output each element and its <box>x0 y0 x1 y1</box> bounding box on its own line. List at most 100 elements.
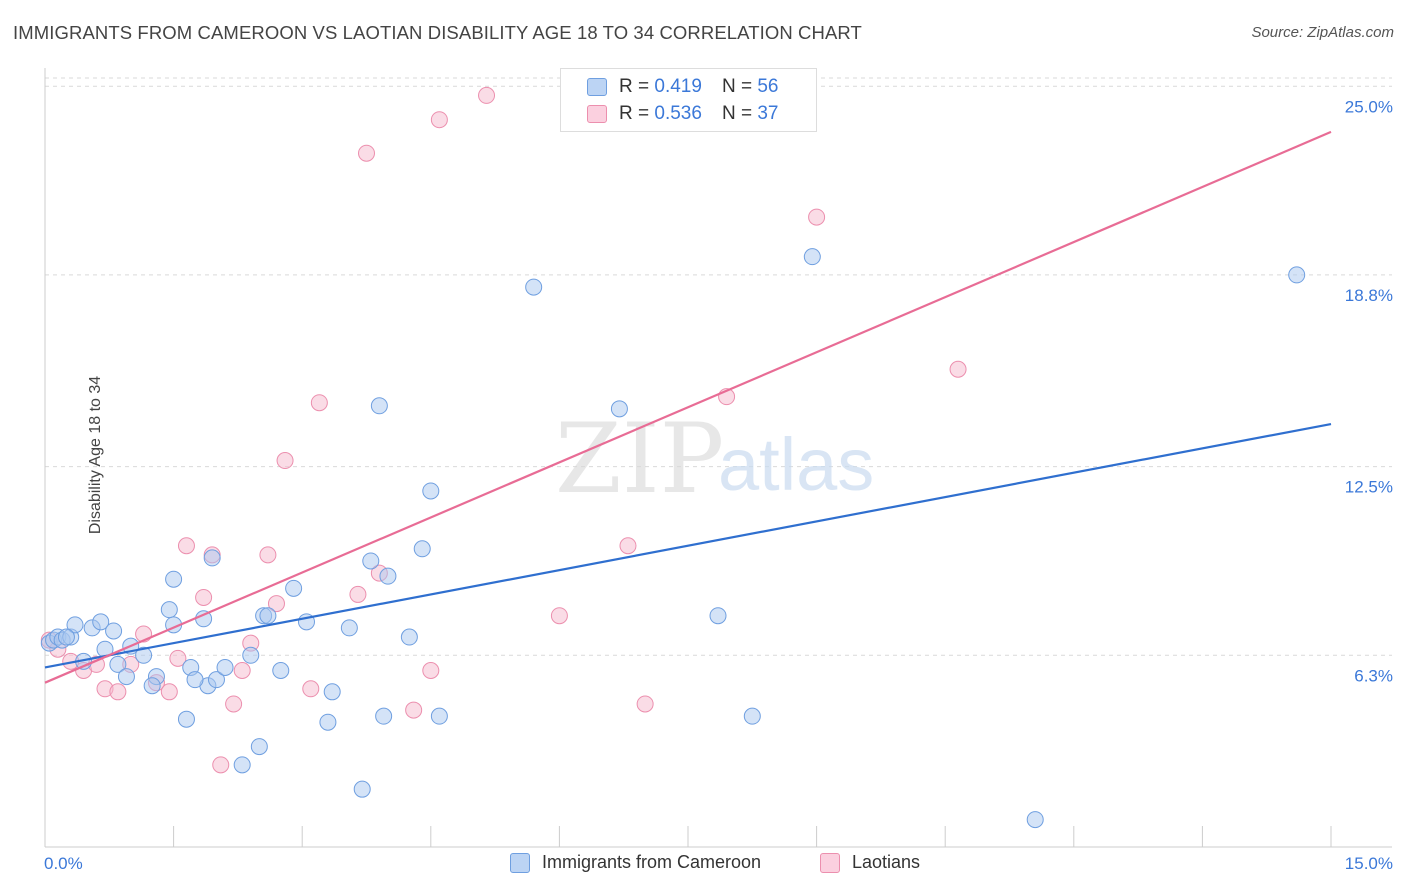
cameroon-point <box>709 607 727 625</box>
laotian-point <box>949 360 967 378</box>
bottom-legend-swatch-blue <box>510 852 530 873</box>
cameroon-point <box>186 671 204 689</box>
cameroon-point <box>242 646 260 664</box>
data-points <box>40 86 1306 829</box>
cameroon-point <box>362 552 380 570</box>
laotian-point <box>808 208 826 226</box>
cameroon-point <box>803 248 821 266</box>
cameroon-point <box>1026 811 1044 829</box>
cameroon-point <box>203 549 221 567</box>
grid-lines <box>45 77 1392 656</box>
cameroon-point <box>340 619 358 637</box>
bottom-legend-label: Laotians <box>852 852 921 872</box>
cameroon-point <box>105 622 123 640</box>
cameroon-point <box>160 601 178 619</box>
cameroon-trend-line <box>44 422 1332 669</box>
legend-r-label: R = <box>619 76 650 97</box>
laotian-trend-line <box>44 130 1332 684</box>
cameroon-point <box>430 707 448 725</box>
cameroon-point <box>92 613 110 631</box>
legend-row-cameroon: R = 0.419 N = 56 <box>587 75 778 99</box>
laotian-point <box>276 452 294 470</box>
cameroon-point <box>135 646 153 664</box>
laotian-point <box>349 585 367 603</box>
laotian-point <box>358 144 375 162</box>
laotian-point <box>233 662 251 680</box>
laotian-point <box>636 695 654 713</box>
legend-n-label: N = <box>721 76 753 97</box>
cameroon-point <box>57 628 75 646</box>
cameroon-point <box>370 397 388 415</box>
laotian-point <box>195 588 213 606</box>
legend-r-label: R = <box>619 103 650 124</box>
cameroon-point <box>319 713 337 731</box>
cameroon-point <box>216 658 234 676</box>
cameroon-point <box>272 662 290 680</box>
laotian-point <box>405 701 423 719</box>
cameroon-point <box>743 707 761 725</box>
cameroon-point <box>525 278 543 296</box>
laotian-point <box>619 537 637 555</box>
cameroon-point <box>259 607 277 625</box>
laotian-point <box>430 111 448 129</box>
y-axis-label: Disability Age 18 to 34 <box>87 375 105 535</box>
y-tick-label: 18.8% <box>1345 286 1393 305</box>
cameroon-point <box>379 567 397 585</box>
cameroon-point <box>177 710 195 728</box>
cameroon-point <box>610 400 628 418</box>
cameroon-point <box>422 482 440 500</box>
legend-n-label: N = <box>721 103 753 124</box>
cameroon-point <box>117 668 135 686</box>
laotian-point <box>109 683 127 701</box>
laotian-point <box>177 537 195 555</box>
x-tick-label: 15.0% <box>1345 854 1393 873</box>
legend: R = 0.419 N = 56 R = 0.536 N = 37 <box>560 68 817 132</box>
laotian-point <box>160 683 178 701</box>
cameroon-point <box>400 628 418 646</box>
y-tick-label: 12.5% <box>1345 478 1393 497</box>
cameroon-point <box>233 756 251 774</box>
y-tick-label: 25.0% <box>1345 97 1393 116</box>
legend-swatch-pink <box>587 105 607 123</box>
bottom-legend-cameroon: Immigrants from Cameroon <box>510 852 761 873</box>
laotian-point <box>169 649 187 667</box>
bottom-legend-laotians: Laotians <box>820 852 920 873</box>
laotian-point <box>302 680 320 698</box>
watermark-atlas: atlas <box>718 423 874 506</box>
cameroon-point <box>109 655 127 673</box>
laotian-point <box>422 662 440 680</box>
laotian-point <box>310 394 328 412</box>
legend-r-value: 0.419 <box>654 76 702 97</box>
tick-labels: 6.3% 12.5% 18.8% 25.0% 0.0% 15.0% <box>44 97 1393 873</box>
laotian-point <box>478 86 496 104</box>
legend-n-value: 37 <box>757 103 779 124</box>
laotian-point <box>259 546 277 564</box>
cameroon-point <box>250 738 268 756</box>
cameroon-point <box>143 677 161 695</box>
cameroon-point <box>285 579 303 597</box>
legend-n-value: 56 <box>757 76 779 97</box>
cameroon-point <box>323 683 341 701</box>
cameroon-point <box>165 570 183 588</box>
cameroon-point <box>1288 266 1306 284</box>
bottom-legend: Immigrants from Cameroon Laotians <box>0 852 1406 878</box>
bottom-legend-swatch-pink <box>820 852 840 873</box>
trend-lines <box>44 130 1332 684</box>
legend-swatch-blue <box>587 78 607 96</box>
watermark-zip: ZIP <box>555 403 724 515</box>
cameroon-point <box>413 540 431 558</box>
laotian-point <box>267 595 285 613</box>
laotian-point <box>212 756 230 774</box>
legend-r-value: 0.536 <box>654 103 702 124</box>
chart-title: IMMIGRANTS FROM CAMEROON VS LAOTIAN DISA… <box>13 22 862 43</box>
source-label: Source: ZipAtlas.com <box>1251 24 1394 41</box>
x-tick-label: 0.0% <box>44 854 83 873</box>
cameroon-point <box>353 780 371 798</box>
cameroon-point <box>375 707 393 725</box>
laotian-point <box>550 607 568 625</box>
y-tick-label: 6.3% <box>1354 666 1393 685</box>
legend-row-laotians: R = 0.536 N = 37 <box>587 102 778 126</box>
bottom-legend-label: Immigrants from Cameroon <box>542 852 762 872</box>
